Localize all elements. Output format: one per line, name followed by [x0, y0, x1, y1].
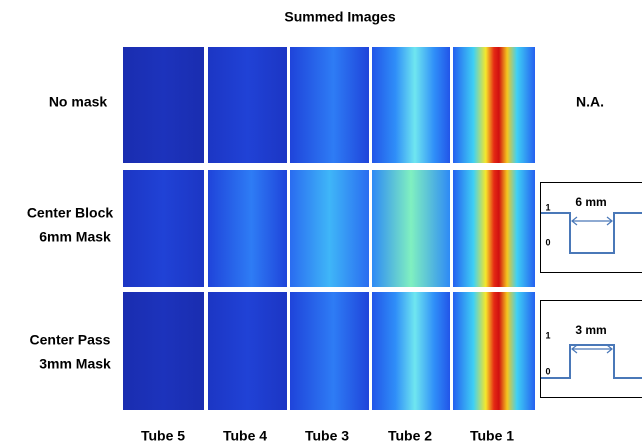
image — [453, 170, 535, 287]
mask-box — [540, 182, 642, 273]
image — [208, 292, 287, 410]
level-label: 0 — [545, 366, 550, 376]
column-label: Tube 3 — [305, 428, 349, 444]
image — [372, 170, 450, 287]
row-label: Center Block — [27, 205, 114, 221]
mask-diagram: 1 0 6 mm — [540, 182, 642, 273]
image — [290, 170, 369, 287]
row-label: No mask — [49, 94, 108, 110]
column-label: Tube 5 — [141, 428, 185, 444]
width-label: 6 mm — [575, 195, 606, 209]
image — [453, 292, 535, 410]
image — [123, 292, 204, 410]
na-label: N.A. — [576, 94, 604, 110]
column-label: Tube 4 — [223, 428, 267, 444]
row-label: 6mm Mask — [39, 229, 111, 245]
image — [290, 47, 369, 163]
arrow-head — [606, 344, 613, 354]
mask-profile — [541, 212, 642, 254]
level-label: 0 — [545, 237, 550, 247]
level-label: 1 — [545, 330, 550, 340]
image — [290, 292, 369, 410]
arrow-head — [571, 344, 578, 354]
level-label: 1 — [545, 202, 550, 212]
image — [208, 170, 287, 287]
arrow-head — [571, 216, 578, 226]
column-label: Tube 2 — [388, 428, 432, 444]
image — [208, 47, 287, 163]
row-label: Center Pass — [30, 332, 111, 348]
mask-diagram: 1 0 3 mm — [540, 300, 642, 398]
image-grid — [123, 47, 535, 410]
image — [123, 47, 204, 163]
image — [372, 47, 450, 163]
image — [372, 292, 450, 410]
column-label: Tube 1 — [470, 428, 514, 444]
width-label: 3 mm — [575, 323, 606, 337]
mask-profile — [541, 344, 642, 379]
image — [123, 170, 204, 287]
arrow-head — [606, 216, 613, 226]
title: Summed Images — [284, 9, 395, 25]
image — [453, 47, 535, 163]
row-label: 3mm Mask — [39, 356, 111, 372]
